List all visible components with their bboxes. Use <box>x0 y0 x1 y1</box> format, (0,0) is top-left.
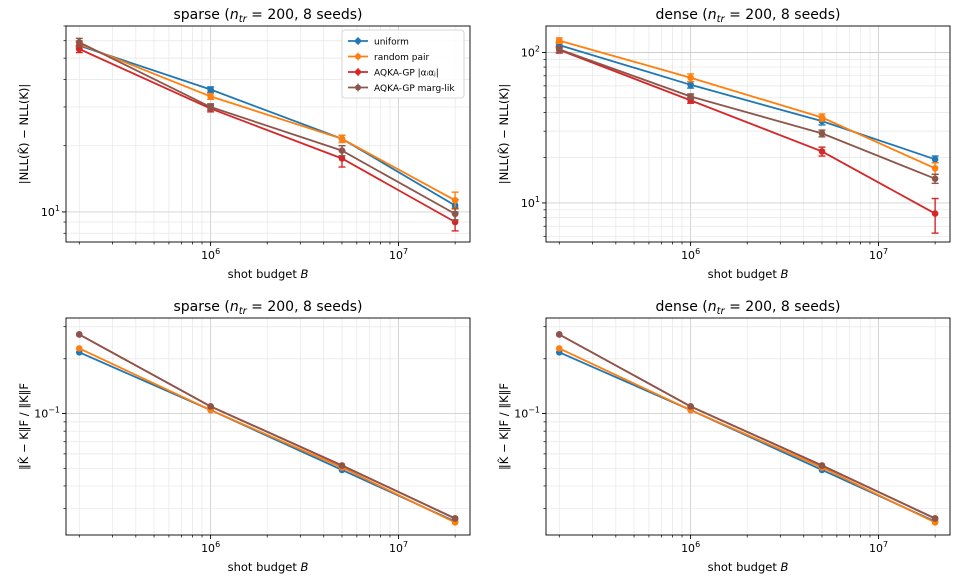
data-point <box>207 86 214 93</box>
data-point <box>931 515 939 522</box>
plot-frame <box>65 25 471 243</box>
x-tick-label: 107 <box>869 540 888 555</box>
chart-title: sparse (ntr = 200, 8 seeds) <box>173 7 362 25</box>
grid <box>66 318 470 535</box>
legend-label-1: uniform <box>374 38 409 48</box>
legend-swatch-marker <box>355 53 361 60</box>
data-point <box>75 345 83 352</box>
y-tick-label: 101 <box>41 204 60 219</box>
data-point <box>818 148 826 155</box>
data-point <box>338 155 346 162</box>
data-point <box>931 210 939 217</box>
series-line-2 <box>78 347 456 524</box>
y-tick-label: 10−1 <box>514 406 540 421</box>
data-point <box>555 46 563 53</box>
y-axis-label: |NLL(K̂) − NLL(K)| <box>497 84 511 185</box>
series-line-4 <box>78 41 456 215</box>
chart-panel-3: 106 107 10−1 sparse (ntr = 200, 8 seeds) sho… <box>17 299 471 574</box>
x-tick-label: 107 <box>869 247 888 262</box>
series-line-1 <box>559 44 936 161</box>
plot-frame <box>545 25 951 243</box>
y-tick-label: 10−1 <box>34 406 60 421</box>
y-axis-label: |NLL(K̂) − NLL(K)| <box>17 84 31 185</box>
chart-title: dense (ntr = 200, 8 seeds) <box>656 299 841 317</box>
x-tick-label: 106 <box>201 247 220 262</box>
legend-label-4: AQKA-GP marg-lik <box>374 84 455 94</box>
data-point <box>451 515 459 522</box>
legend-box <box>341 29 465 99</box>
grid <box>546 318 950 535</box>
legend-label-2: random pair <box>374 53 429 63</box>
grid <box>66 25 470 242</box>
series-line-3 <box>78 48 456 223</box>
data-point <box>207 403 214 410</box>
plot-frame <box>545 317 951 536</box>
data-point <box>207 103 214 111</box>
series-line-2 <box>78 43 456 202</box>
series-line-2 <box>558 347 936 524</box>
data-point <box>687 403 694 410</box>
chart-panel-4: 106 107 10−1 dense (ntr = 200, 8 seeds) shot… <box>497 299 951 574</box>
x-tick-label: 107 <box>389 540 408 555</box>
data-point <box>818 114 826 121</box>
x-tick-label: 106 <box>201 540 220 555</box>
x-tick-label: 106 <box>681 247 700 262</box>
chart-title: dense (ntr = 200, 8 seeds) <box>656 7 841 25</box>
y-axis-label: ‖K̂ − K‖F / ‖K‖F <box>17 383 31 470</box>
data-point <box>931 156 939 163</box>
x-axis-label: shot budget B <box>228 267 309 281</box>
chart-panel-1: 106 107 101 sparse (ntr = 200, 8 seeds) shot… <box>17 7 471 281</box>
legend-swatch-marker <box>355 69 361 75</box>
legend: uniform random pair AQKA-GP |αᵢαⱼ| AQKA-GP … <box>341 29 465 99</box>
data-point <box>555 345 563 352</box>
x-tick-label: 107 <box>389 247 408 262</box>
x-axis-label: shot budget B <box>708 267 789 281</box>
legend-label-3: AQKA-GP |αᵢαⱼ| <box>374 69 439 79</box>
series-line-4 <box>558 333 936 520</box>
data-point <box>555 331 563 338</box>
data-point <box>75 45 83 53</box>
y-tick-label: 101 <box>521 195 540 210</box>
grid <box>546 26 950 242</box>
data-point <box>687 74 694 81</box>
series-line-4 <box>78 333 456 520</box>
data-point <box>451 210 459 218</box>
ticks <box>542 52 936 246</box>
data-point <box>818 462 826 469</box>
y-axis-label: ‖K̂ − K‖F / ‖K‖F <box>497 383 511 470</box>
series-group <box>75 37 459 232</box>
chart-panel-2: 106 107 101 102 dense (ntr = 200, 8 seeds) sh… <box>497 7 951 281</box>
chart-title: sparse (ntr = 200, 8 seeds) <box>173 299 362 317</box>
x-tick-label: 106 <box>681 540 700 555</box>
data-point <box>338 135 346 143</box>
series-line-2 <box>559 39 936 170</box>
data-point <box>687 93 694 100</box>
data-point <box>451 196 459 204</box>
y-tick-label: 102 <box>521 44 540 59</box>
data-point <box>338 462 346 469</box>
x-axis-label: shot budget B <box>708 560 789 574</box>
series-group <box>555 37 939 234</box>
data-point <box>555 37 563 44</box>
plot-frame <box>65 317 471 536</box>
series-line-4 <box>558 48 936 180</box>
data-point <box>75 331 83 338</box>
series-group <box>555 331 939 526</box>
data-point <box>75 39 83 46</box>
series-line-3 <box>558 49 936 215</box>
data-point <box>687 81 694 89</box>
legend-swatch-marker <box>355 84 361 91</box>
series-line-1 <box>79 44 456 207</box>
data-point <box>818 130 826 137</box>
data-point <box>931 175 939 182</box>
legend-swatch-marker <box>355 38 361 44</box>
data-point <box>931 164 939 172</box>
x-axis-label: shot budget B <box>228 560 309 574</box>
series-group <box>75 331 459 526</box>
data-point <box>338 147 346 154</box>
data-point <box>207 93 214 100</box>
